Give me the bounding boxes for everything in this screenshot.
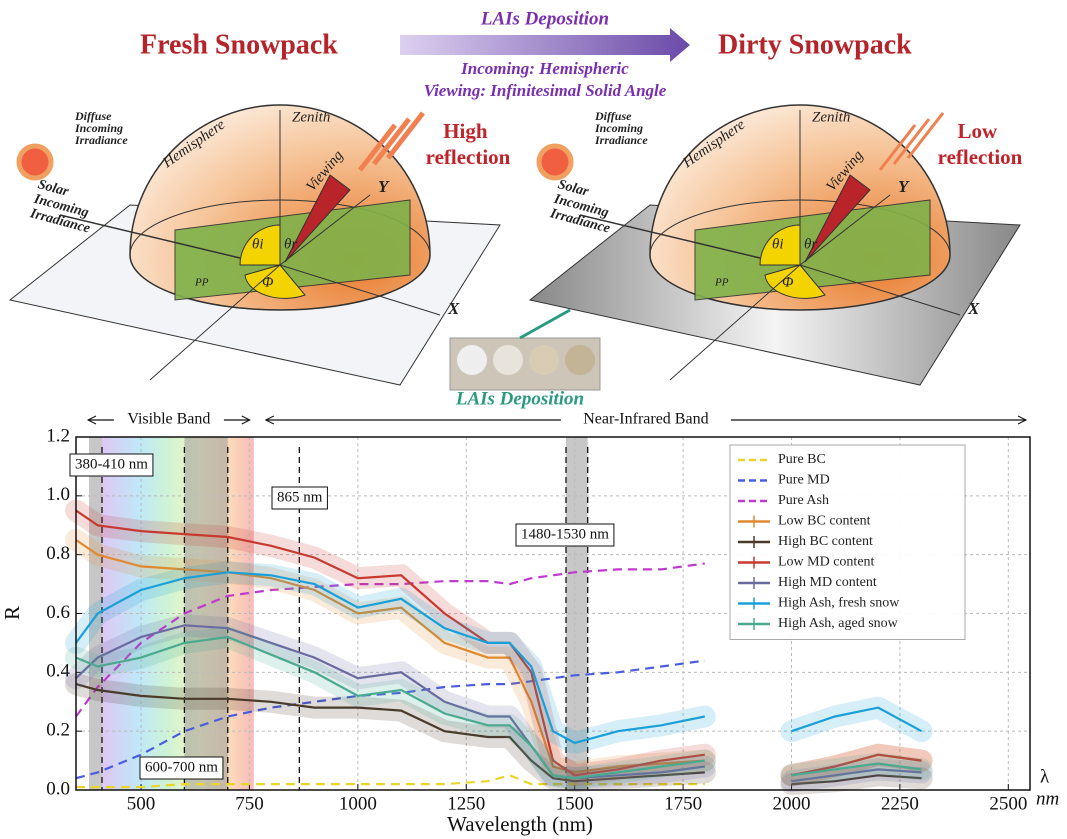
- axis-label: Y: [898, 177, 910, 196]
- sample: [529, 345, 559, 375]
- diffuse-label: Diffuse Incoming Irradiance: [74, 109, 128, 147]
- legend-label: High MD content: [778, 575, 877, 590]
- legend-label: High Ash, aged snow: [778, 616, 899, 631]
- connector: [520, 310, 570, 338]
- diagram: Fresh Snowpack Dirty Snowpack LAIs Depos…: [10, 8, 1023, 409]
- y-tick-label: 0.8: [46, 543, 70, 564]
- angle-label: θi: [252, 236, 264, 252]
- annotation: 380-410 nm: [75, 456, 148, 472]
- legend-label: Pure BC: [778, 452, 826, 467]
- annotation: 600-700 nm: [145, 759, 218, 775]
- solar-label: Solar Incoming Irradiance: [547, 177, 619, 237]
- deposition-arrow: [400, 28, 690, 62]
- sample: [565, 345, 595, 375]
- panel: Diffuse Incoming IrradianceZenithHemisph…: [10, 105, 511, 385]
- band-label: Near-Infrared Band: [583, 411, 708, 428]
- panel-title: Fresh Snowpack: [140, 29, 338, 60]
- unit-label: nm: [1036, 788, 1059, 809]
- annotation: 1480-1530 nm: [521, 526, 609, 542]
- y-tick-label: 0.2: [46, 720, 70, 741]
- annotation: 865 nm: [277, 489, 323, 505]
- x-axis-label: Wavelength (nm): [447, 812, 593, 836]
- axis-label: Y: [378, 177, 390, 196]
- angle-label: θr: [804, 236, 817, 252]
- y-tick-label: 0.6: [46, 602, 70, 623]
- arrow-label: LAIs Deposition: [480, 8, 609, 29]
- reflection-label: Low reflection: [938, 119, 1023, 169]
- sample: [457, 345, 487, 375]
- legend-label: Low MD content: [778, 555, 875, 570]
- axis-label: X: [967, 299, 980, 318]
- plane-label: PP: [714, 277, 729, 289]
- y-tick-label: 1.0: [46, 484, 70, 505]
- x-tick-label: 1000: [339, 793, 377, 814]
- figure: Fresh Snowpack Dirty Snowpack LAIs Depos…: [0, 0, 1067, 839]
- photo-label: LAIs Deposition: [455, 388, 584, 409]
- axis-label: Zenith: [292, 109, 330, 125]
- panel: Diffuse Incoming IrradianceZenithHemisph…: [530, 105, 1023, 385]
- angle-label: Φ: [262, 274, 274, 290]
- legend-label: Pure MD: [778, 473, 830, 488]
- y-tick-label: 0.0: [46, 778, 70, 799]
- arrow-note: Incoming: Hemispheric: [460, 59, 629, 78]
- angle-label: Φ: [782, 274, 794, 290]
- angle-label: θr: [284, 236, 297, 252]
- band-label: Visible Band: [127, 411, 210, 428]
- x-tick-label: 2000: [773, 793, 811, 814]
- legend-label: High BC content: [778, 534, 873, 549]
- legend-label: Pure Ash: [778, 493, 829, 508]
- axis-label: Zenith: [812, 109, 850, 125]
- y-tick-label: 1.2: [46, 425, 70, 446]
- axis-label: X: [447, 299, 460, 318]
- arrow-note: Viewing: Infinitesimal Solid Angle: [424, 81, 667, 100]
- angle-label: θi: [772, 236, 784, 252]
- solar-label: Solar Incoming Irradiance: [27, 177, 99, 237]
- x-tick-label: 500: [127, 793, 156, 814]
- x-tick-label: 2500: [989, 793, 1027, 814]
- panel-title: Dirty Snowpack: [718, 29, 912, 60]
- sample: [493, 345, 523, 375]
- reflection-label: High reflection: [426, 119, 511, 169]
- x-tick-label: 1750: [664, 793, 702, 814]
- y-axis-label: R: [0, 606, 24, 620]
- sun: [19, 146, 51, 178]
- x-tick-label: 750: [235, 793, 264, 814]
- legend-label: High Ash, fresh snow: [778, 596, 900, 611]
- plane-label: PP: [194, 277, 209, 289]
- sun: [539, 146, 571, 178]
- unit-symbol: λ: [1040, 766, 1050, 787]
- legend-label: Low BC content: [778, 514, 871, 529]
- diffuse-label: Diffuse Incoming Irradiance: [594, 109, 648, 147]
- x-tick-label: 2250: [881, 793, 919, 814]
